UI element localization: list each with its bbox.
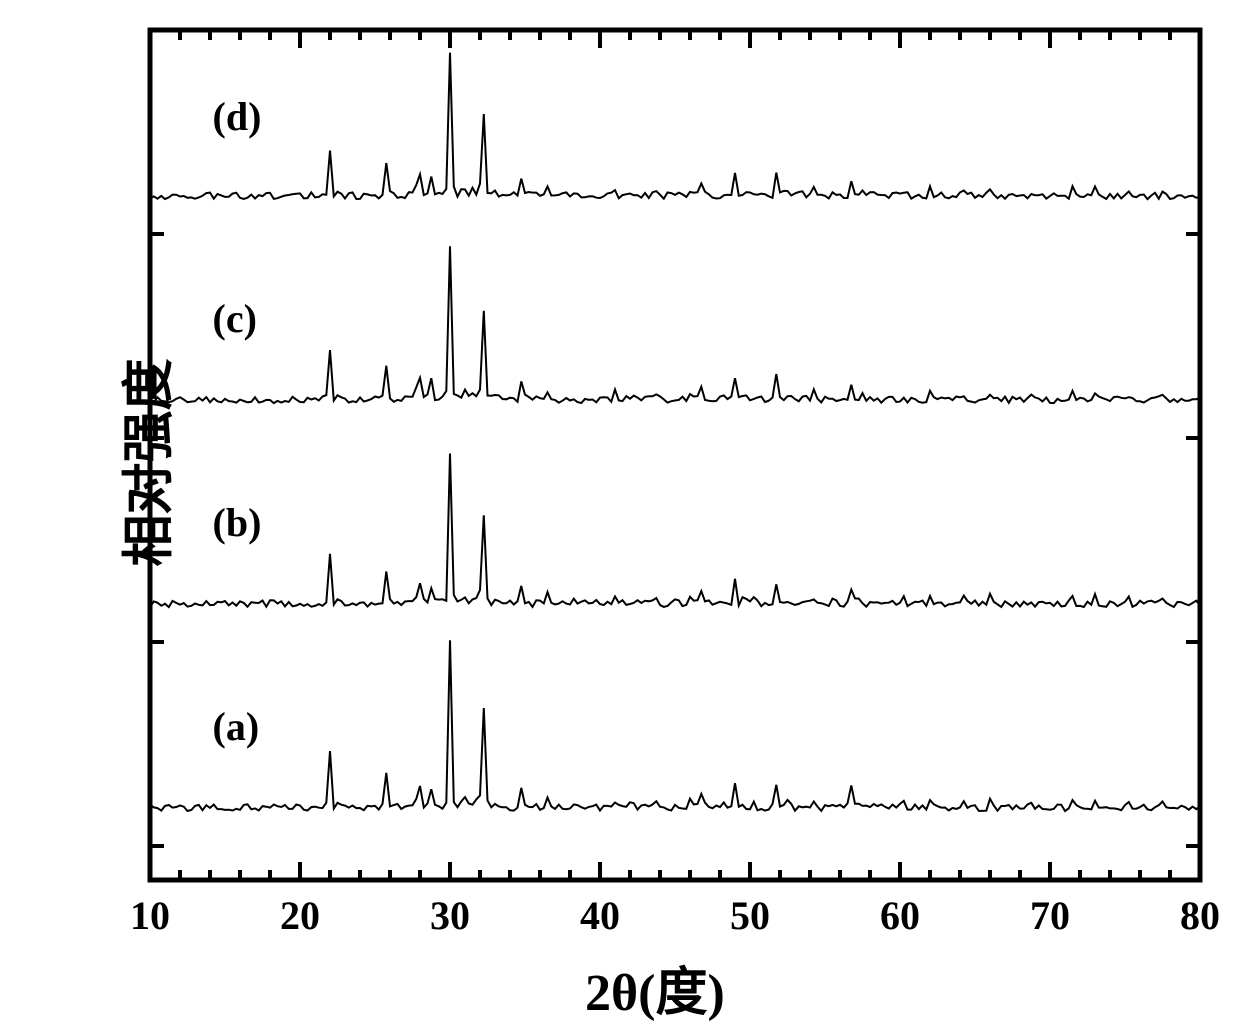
xrd-trace-c	[150, 246, 1200, 403]
series-label-a: (a)	[213, 703, 260, 750]
xrd-trace-d	[150, 53, 1200, 200]
x-tick-label: 40	[580, 892, 620, 939]
x-tick-label: 20	[280, 892, 320, 939]
chart-root: 相对强度 1020304050607080 2θ(度) (a)(b)(c)(d)	[0, 0, 1240, 1009]
x-tick-label: 30	[430, 892, 470, 939]
xrd-trace-a	[150, 640, 1200, 811]
plot-svg	[0, 0, 1240, 1009]
x-tick-label: 10	[130, 892, 170, 939]
x-axis-label: 2θ(度)	[585, 950, 725, 1025]
series-label-c: (c)	[213, 295, 257, 342]
series-label-b: (b)	[213, 499, 262, 546]
x-tick-label: 50	[730, 892, 770, 939]
xrd-trace-b	[150, 454, 1200, 608]
x-tick-label: 70	[1030, 892, 1070, 939]
x-tick-label: 60	[880, 892, 920, 939]
x-tick-label: 80	[1180, 892, 1220, 939]
series-label-d: (d)	[213, 93, 262, 140]
